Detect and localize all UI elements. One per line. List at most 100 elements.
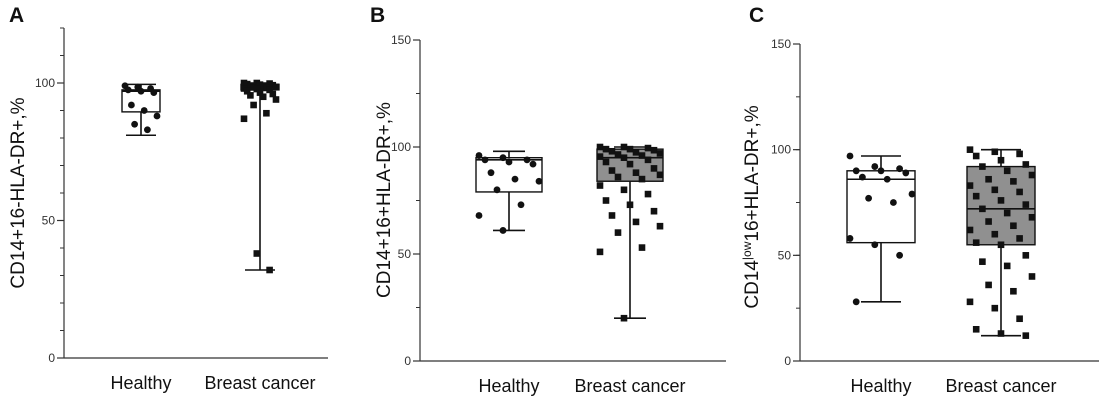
- panel-c-label: C: [749, 4, 765, 27]
- data-point: [475, 212, 483, 219]
- y-axis-label: CD14+16-HLA-DR+,%: [8, 97, 29, 288]
- data-point: [266, 86, 273, 94]
- data-point: [1022, 332, 1030, 339]
- data-point: [602, 145, 610, 153]
- box-breast-cancer: [966, 146, 1036, 339]
- data-point: [859, 173, 866, 181]
- data-point: [1028, 213, 1036, 221]
- box-rect: [846, 170, 916, 244]
- data-point: [620, 143, 628, 151]
- data-point: [972, 239, 980, 246]
- y-tick-label: 0: [48, 351, 55, 365]
- data-point: [131, 120, 139, 128]
- data-point: [979, 205, 986, 213]
- y-tick-label: 0: [784, 354, 791, 368]
- x-category-label: Healthy: [110, 373, 171, 393]
- data-point: [991, 186, 999, 194]
- data-point: [846, 152, 854, 160]
- data-point: [272, 96, 280, 103]
- data-point: [243, 87, 251, 95]
- data-point: [883, 175, 891, 183]
- data-point: [499, 154, 507, 162]
- data-point: [1016, 150, 1023, 158]
- data-point: [266, 266, 273, 274]
- data-point: [253, 250, 261, 257]
- data-point: [985, 218, 992, 225]
- data-point: [979, 258, 986, 265]
- data-point: [596, 153, 604, 160]
- y-axis-label: CD14+16+HLA-DR+,%: [374, 102, 395, 298]
- data-point: [991, 230, 999, 238]
- y-tick-label: 50: [42, 214, 56, 228]
- panel-b-chart: 0 50 100 150 CD14+16+HLA-DR+,% Healthy Breast …: [374, 33, 726, 396]
- data-point: [626, 160, 634, 168]
- data-point: [596, 143, 604, 151]
- data-point: [608, 167, 616, 174]
- data-point: [644, 190, 652, 198]
- data-point: [972, 152, 980, 160]
- data-point: [511, 175, 519, 183]
- data-point: [1016, 188, 1023, 196]
- panel-b: B 0 50 100 150 CD14+16+HLA-DR+,% Healthy Breas…: [368, 0, 736, 406]
- data-point: [865, 194, 872, 202]
- data-point: [620, 186, 628, 194]
- data-point: [997, 197, 1005, 204]
- data-point: [1022, 161, 1030, 168]
- data-point: [596, 182, 604, 189]
- data-point: [632, 218, 640, 226]
- data-point: [650, 146, 658, 154]
- data-point: [997, 156, 1005, 164]
- data-point: [124, 86, 132, 94]
- x-category-label: Healthy: [850, 376, 911, 396]
- data-point: [1022, 252, 1030, 259]
- data-point: [150, 89, 158, 97]
- data-point: [535, 177, 543, 185]
- data-point: [614, 229, 622, 236]
- data-point: [972, 326, 980, 333]
- data-point: [626, 201, 634, 209]
- data-point: [650, 165, 658, 172]
- data-point: [596, 248, 604, 256]
- data-point: [1003, 262, 1011, 270]
- data-point: [656, 171, 664, 179]
- data-point: [137, 87, 145, 95]
- data-point: [240, 115, 248, 123]
- y-tick-label: 100: [391, 140, 411, 154]
- data-point: [638, 244, 646, 251]
- data-point: [499, 227, 507, 234]
- panel-b-label: B: [370, 4, 386, 27]
- data-point: [972, 192, 980, 200]
- data-point: [253, 85, 261, 93]
- data-point: [614, 173, 622, 181]
- data-point: [140, 107, 148, 114]
- data-point: [127, 101, 135, 109]
- data-point: [985, 281, 992, 289]
- data-point: [638, 175, 646, 183]
- data-point: [1003, 209, 1011, 217]
- x-category-label: Healthy: [478, 376, 539, 396]
- data-point: [1010, 287, 1017, 295]
- data-point: [997, 241, 1005, 249]
- data-point: [144, 126, 151, 134]
- data-point: [620, 314, 628, 322]
- data-point: [896, 251, 903, 259]
- panel-a-chart: 0 50 100 CD14+16-HLA-DR+,% Healthy Breast can…: [8, 27, 328, 393]
- data-point: [505, 158, 513, 166]
- y-tick-label: 50: [778, 248, 792, 262]
- x-category-label: Breast cancer: [204, 373, 315, 393]
- data-point: [644, 144, 652, 152]
- data-point: [523, 156, 531, 164]
- box-breast-cancer: [596, 143, 664, 322]
- y-tick-label: 0: [404, 354, 411, 368]
- data-point: [602, 197, 610, 204]
- data-point: [487, 169, 495, 177]
- data-point: [272, 83, 280, 91]
- data-point: [153, 112, 161, 120]
- data-point: [979, 163, 986, 170]
- data-point: [852, 298, 860, 306]
- data-point: [966, 182, 974, 189]
- data-point: [608, 212, 616, 219]
- panel-c-chart: 0 50 100 150 CD14|ow16+HLA-DR+,% Healthy Breas…: [740, 37, 1099, 396]
- x-category-label: Breast cancer: [574, 376, 685, 396]
- data-point: [632, 169, 640, 176]
